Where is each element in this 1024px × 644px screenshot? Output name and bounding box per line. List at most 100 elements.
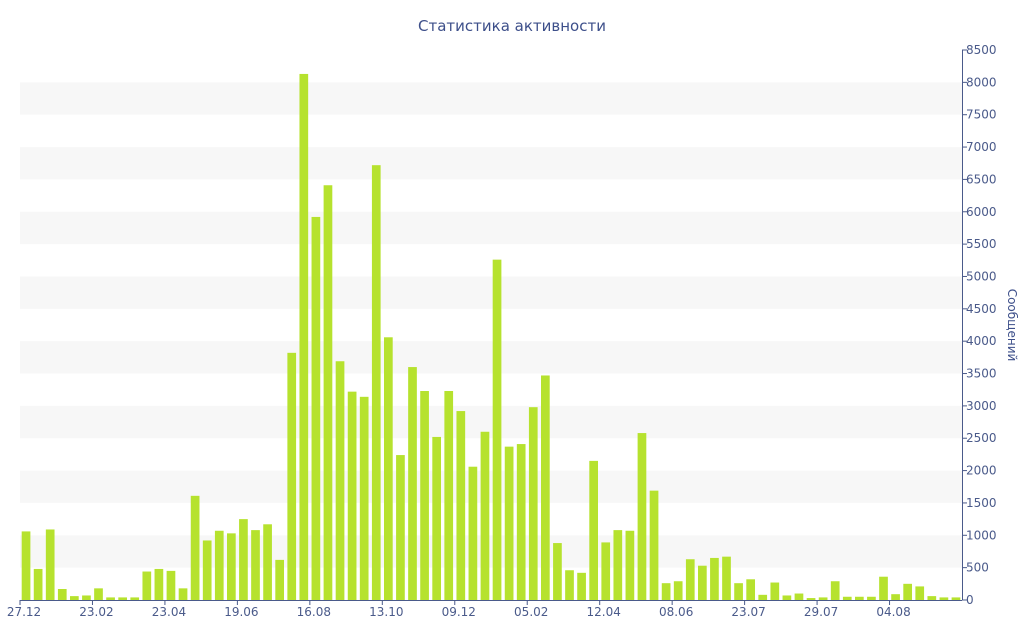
bar xyxy=(94,588,103,600)
x-tick-label: 12.04 xyxy=(587,605,621,619)
bar xyxy=(734,583,743,600)
bar xyxy=(698,565,707,600)
bar xyxy=(57,589,67,600)
bar xyxy=(492,259,502,600)
y-tick-label: 3000 xyxy=(966,399,997,413)
bar xyxy=(142,571,152,600)
bar xyxy=(818,597,828,600)
bar xyxy=(335,361,345,600)
bar xyxy=(589,460,599,600)
y-tick-label: 0 xyxy=(966,593,974,607)
grid-band xyxy=(20,470,962,503)
x-tick-label: 09.12 xyxy=(442,605,476,619)
bar xyxy=(323,185,333,601)
bar xyxy=(166,570,176,600)
bar xyxy=(287,352,297,600)
bar xyxy=(130,597,140,600)
bar xyxy=(516,444,526,600)
y-axis: 0 500 1000 1500 2000 2500 3000 3500 4000 4500 5000… xyxy=(962,43,997,607)
x-axis: 27.12 23.02 23.04 19.06 16.08 13.10 09.12 05.02… xyxy=(7,600,962,619)
x-tick-label: 08.06 xyxy=(659,605,693,619)
grid-band xyxy=(20,405,962,439)
bar xyxy=(625,530,635,600)
y-tick-label: 6500 xyxy=(966,172,997,186)
bar xyxy=(359,396,369,600)
bar xyxy=(553,543,562,600)
y-tick-label: 1000 xyxy=(966,528,997,542)
bar xyxy=(649,490,659,600)
bar xyxy=(239,519,248,600)
y-tick-label: 7000 xyxy=(966,140,997,154)
grid-band xyxy=(20,276,962,309)
bar xyxy=(371,165,381,600)
bar xyxy=(444,391,454,600)
bar xyxy=(118,597,128,600)
bar xyxy=(855,596,864,600)
bar xyxy=(915,586,925,600)
bar xyxy=(613,530,623,600)
bar xyxy=(347,391,357,600)
bar xyxy=(33,568,43,600)
bar xyxy=(565,570,574,600)
bar xyxy=(227,533,236,600)
y-tick-label: 2500 xyxy=(966,431,997,445)
x-tick-label: 05.02 xyxy=(514,605,548,619)
bar xyxy=(263,524,272,600)
bar xyxy=(311,216,321,600)
x-tick-label: 23.07 xyxy=(731,605,765,619)
chart-title: Статистика активности xyxy=(418,17,606,35)
bar xyxy=(685,559,695,600)
bar xyxy=(275,559,285,600)
bar xyxy=(927,596,937,600)
bar xyxy=(939,597,949,600)
y-tick-label: 4000 xyxy=(966,334,997,348)
y-tick-label: 2000 xyxy=(966,464,997,478)
bar xyxy=(504,446,514,600)
y-tick-label: 1500 xyxy=(966,496,997,510)
bar xyxy=(384,337,393,600)
bar xyxy=(830,581,840,600)
y-tick-label: 500 xyxy=(966,561,989,575)
y-tick-label: 5500 xyxy=(966,237,997,251)
bar xyxy=(396,455,405,600)
grid-bands xyxy=(20,82,962,568)
bar xyxy=(601,542,611,600)
bar xyxy=(214,530,224,600)
grid-band xyxy=(20,341,962,374)
bar xyxy=(70,596,79,600)
bar xyxy=(782,595,792,600)
bar xyxy=(806,598,816,600)
bar xyxy=(867,596,876,600)
y-tick-label: 4500 xyxy=(966,302,997,316)
bar xyxy=(45,529,55,600)
bar xyxy=(903,583,913,600)
bar xyxy=(528,407,538,600)
grid-band xyxy=(20,211,962,245)
x-tick-label: 04.08 xyxy=(876,605,910,619)
bar xyxy=(480,431,490,600)
bar xyxy=(190,495,200,600)
x-tick-label: 27.12 xyxy=(7,605,41,619)
bar xyxy=(420,391,429,600)
bar xyxy=(673,581,683,600)
y-tick-label: 3500 xyxy=(966,367,997,381)
bar xyxy=(541,375,550,600)
bar xyxy=(82,595,91,600)
x-tick-label: 19.06 xyxy=(224,605,258,619)
bar xyxy=(408,367,417,600)
y-tick-label: 7500 xyxy=(966,108,997,122)
bar xyxy=(106,597,115,600)
y-tick-label: 5000 xyxy=(966,269,997,283)
bar xyxy=(637,433,647,600)
bar xyxy=(842,596,852,600)
grid-band xyxy=(20,147,962,180)
x-tick-label: 23.02 xyxy=(79,605,113,619)
bar xyxy=(710,557,719,600)
bar xyxy=(722,556,731,600)
bar xyxy=(951,597,961,600)
y-tick-label: 8000 xyxy=(966,75,997,89)
x-tick-label: 29.07 xyxy=(804,605,838,619)
bar xyxy=(432,436,442,600)
